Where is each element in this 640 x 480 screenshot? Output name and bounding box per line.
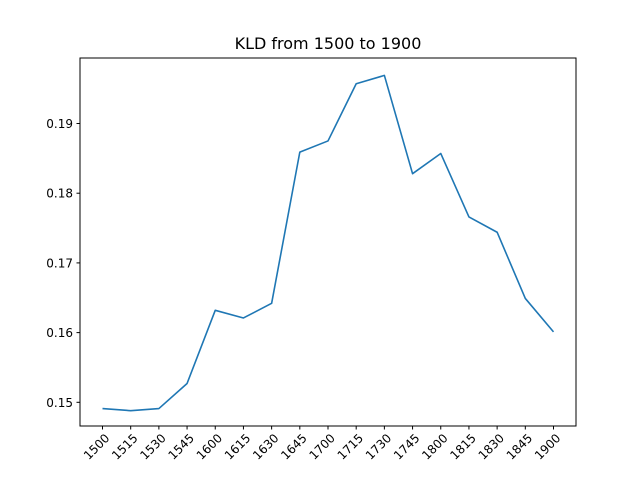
- series-layer: [102, 74, 555, 412]
- y-tick-label: 0.18: [46, 187, 73, 201]
- y-tick-label: 0.15: [46, 396, 73, 410]
- y-tick-label: 0.19: [46, 117, 73, 131]
- chart-title: KLD from 1500 to 1900: [235, 34, 422, 53]
- y-tick-label: 0.16: [46, 326, 73, 340]
- y-tick-label: 0.17: [46, 256, 73, 270]
- plot-frame: [79, 57, 577, 427]
- series-line: [102, 74, 555, 412]
- y-axis: 0.15 0.16 0.17 0.18 0.19: [46, 117, 80, 410]
